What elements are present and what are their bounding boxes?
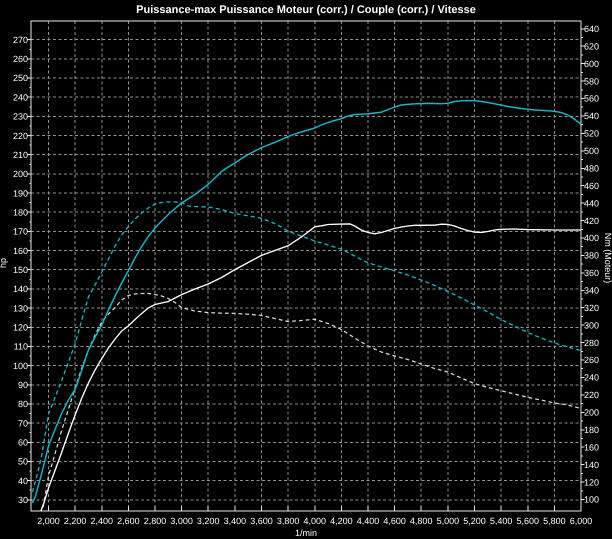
svg-text:380: 380: [584, 251, 599, 261]
svg-text:40: 40: [18, 476, 28, 486]
svg-text:5,800: 5,800: [543, 516, 566, 526]
svg-text:160: 160: [584, 442, 599, 452]
svg-text:4,000: 4,000: [304, 516, 327, 526]
svg-text:260: 260: [584, 355, 599, 365]
svg-text:2,600: 2,600: [117, 516, 140, 526]
svg-text:540: 540: [584, 111, 599, 121]
svg-text:150: 150: [13, 265, 28, 275]
svg-text:2,000: 2,000: [37, 516, 60, 526]
svg-text:2,800: 2,800: [144, 516, 167, 526]
svg-text:270: 270: [13, 35, 28, 45]
svg-text:5,200: 5,200: [463, 516, 486, 526]
svg-text:2,200: 2,200: [64, 516, 87, 526]
svg-text:6,000: 6,000: [570, 516, 593, 526]
svg-text:140: 140: [584, 460, 599, 470]
svg-text:210: 210: [13, 150, 28, 160]
svg-text:140: 140: [13, 284, 28, 294]
svg-text:220: 220: [13, 131, 28, 141]
svg-text:Nm (Moteur): Nm (Moteur): [603, 233, 612, 284]
svg-text:70: 70: [18, 418, 28, 428]
svg-text:180: 180: [13, 207, 28, 217]
svg-text:260: 260: [13, 54, 28, 64]
svg-text:4,800: 4,800: [410, 516, 433, 526]
svg-text:100: 100: [584, 495, 599, 505]
svg-text:4,600: 4,600: [383, 516, 406, 526]
svg-text:400: 400: [584, 233, 599, 243]
svg-text:240: 240: [584, 373, 599, 383]
svg-text:250: 250: [13, 73, 28, 83]
svg-text:100: 100: [13, 361, 28, 371]
svg-text:480: 480: [584, 164, 599, 174]
svg-text:5,000: 5,000: [437, 516, 460, 526]
svg-text:3,400: 3,400: [224, 516, 247, 526]
svg-text:5,400: 5,400: [490, 516, 513, 526]
svg-text:1/min: 1/min: [295, 528, 317, 538]
svg-text:180: 180: [584, 425, 599, 435]
svg-text:60: 60: [18, 438, 28, 448]
svg-text:440: 440: [584, 198, 599, 208]
svg-text:4,200: 4,200: [330, 516, 353, 526]
svg-text:220: 220: [584, 390, 599, 400]
svg-text:170: 170: [13, 227, 28, 237]
svg-text:30: 30: [18, 495, 28, 505]
svg-text:130: 130: [13, 303, 28, 313]
svg-text:160: 160: [13, 246, 28, 256]
svg-text:320: 320: [584, 303, 599, 313]
svg-text:360: 360: [584, 268, 599, 278]
svg-text:3,800: 3,800: [277, 516, 300, 526]
svg-text:200: 200: [13, 169, 28, 179]
svg-text:3,600: 3,600: [250, 516, 273, 526]
svg-text:120: 120: [584, 477, 599, 487]
svg-text:280: 280: [584, 338, 599, 348]
svg-text:3,200: 3,200: [197, 516, 220, 526]
svg-text:580: 580: [584, 76, 599, 86]
svg-text:560: 560: [584, 94, 599, 104]
svg-text:230: 230: [13, 112, 28, 122]
svg-text:420: 420: [584, 216, 599, 226]
svg-text:200: 200: [584, 408, 599, 418]
svg-text:620: 620: [584, 41, 599, 51]
svg-text:4,400: 4,400: [357, 516, 380, 526]
svg-text:50: 50: [18, 457, 28, 467]
svg-text:110: 110: [14, 342, 28, 352]
svg-text:300: 300: [584, 320, 599, 330]
svg-text:190: 190: [13, 188, 28, 198]
svg-text:3,000: 3,000: [170, 516, 193, 526]
svg-text:90: 90: [18, 380, 28, 390]
svg-text:600: 600: [584, 59, 599, 69]
svg-text:5,600: 5,600: [517, 516, 540, 526]
svg-text:120: 120: [13, 323, 28, 333]
svg-text:520: 520: [584, 129, 599, 139]
svg-text:340: 340: [584, 286, 599, 296]
svg-text:80: 80: [18, 399, 28, 409]
svg-text:Puissance-max Puissance Moteur: Puissance-max Puissance Moteur (corr.) /…: [136, 4, 476, 16]
svg-text:hp: hp: [0, 258, 8, 268]
svg-text:2,400: 2,400: [91, 516, 114, 526]
svg-text:240: 240: [13, 92, 28, 102]
svg-text:460: 460: [584, 181, 599, 191]
svg-text:640: 640: [584, 24, 599, 34]
svg-text:500: 500: [584, 146, 599, 156]
